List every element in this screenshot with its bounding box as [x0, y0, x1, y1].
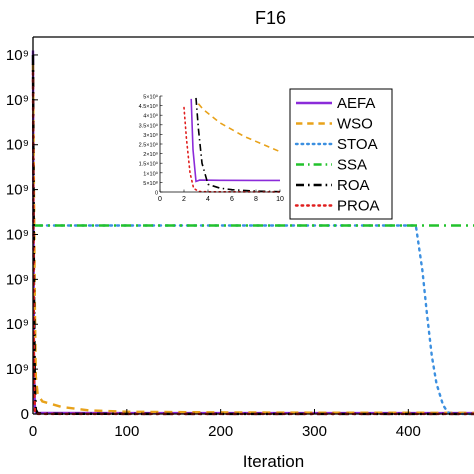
y-tick-label: 10⁹	[6, 137, 29, 154]
y-tick-label: 10⁹	[6, 316, 29, 333]
y-tick-label: 10⁹	[6, 271, 29, 288]
x-tick-label: 100	[114, 423, 139, 440]
legend-box	[289, 88, 393, 220]
x-tick-label: 0	[29, 423, 37, 440]
x-tick-label: 200	[208, 423, 233, 440]
legend-label-proa: PROA	[337, 198, 380, 215]
y-tick-label: 0	[21, 406, 29, 423]
chart-title: F16	[255, 8, 286, 28]
inset-series-line-proa	[183, 106, 281, 193]
legend-label-ssa: SSA	[337, 157, 367, 174]
y-tick-label: 10⁹	[6, 361, 29, 378]
x-axis-label: Iteration	[243, 452, 304, 471]
y-tick-label: 10⁹	[6, 47, 29, 64]
y-tick-label: 10⁹	[6, 182, 29, 199]
inset-y-tick-label: 2×10⁹	[143, 151, 158, 158]
inset-series-line-wso	[197, 103, 281, 153]
inset-y-tick-label: 5×10⁸	[143, 180, 158, 187]
inset-y-tick-label: 0	[155, 191, 158, 197]
legend-label-wso: WSO	[337, 116, 373, 133]
inset-y-tick-label: 3×10⁹	[143, 132, 158, 139]
inset-y-tick-label: 1.5×10⁹	[139, 161, 158, 168]
inset-x-tick-label: 0	[158, 196, 162, 203]
inset-chart: 0 2 4 6 8 10 0 5×10⁸ 1×10⁹ 1.5×10⁹ 2×10⁹ 2.5×10⁹ 3×1…	[139, 94, 284, 204]
inset-x-tick-label: 2	[182, 196, 186, 203]
legend-label-stoa: STOA	[337, 136, 378, 153]
inset-series-line-roa	[195, 97, 281, 193]
y-tick-label: 10⁹	[6, 92, 29, 109]
inset-x-tick-label: 4	[206, 196, 210, 203]
y-tick-label: 10⁹	[6, 226, 29, 243]
inset-x-tick-label: 8	[254, 196, 258, 203]
inset-y-tick-label: 1×10⁹	[143, 170, 158, 177]
inset-plot-area	[160, 96, 280, 192]
x-tick-label: 400	[396, 423, 421, 440]
inset-y-tick-label: 2.5×10⁹	[139, 142, 158, 149]
inset-y-tick-label: 3.5×10⁹	[139, 122, 158, 129]
inset-series-line-aefa	[190, 98, 280, 183]
inset-y-tick-label: 4.5×10⁹	[139, 103, 158, 110]
inset-y-tick-label: 4×10⁹	[143, 113, 158, 120]
inset-x-tick-label: 10	[276, 196, 284, 203]
legend-label-aefa: AEFA	[337, 95, 375, 112]
inset-x-tick-label: 6	[230, 196, 234, 203]
legend: AEFA WSO STOA SSA ROA PROA	[289, 88, 393, 220]
inset-y-tick-label: 5×10⁹	[143, 94, 158, 101]
x-tick-label: 300	[302, 423, 327, 440]
legend-label-roa: ROA	[337, 177, 370, 194]
